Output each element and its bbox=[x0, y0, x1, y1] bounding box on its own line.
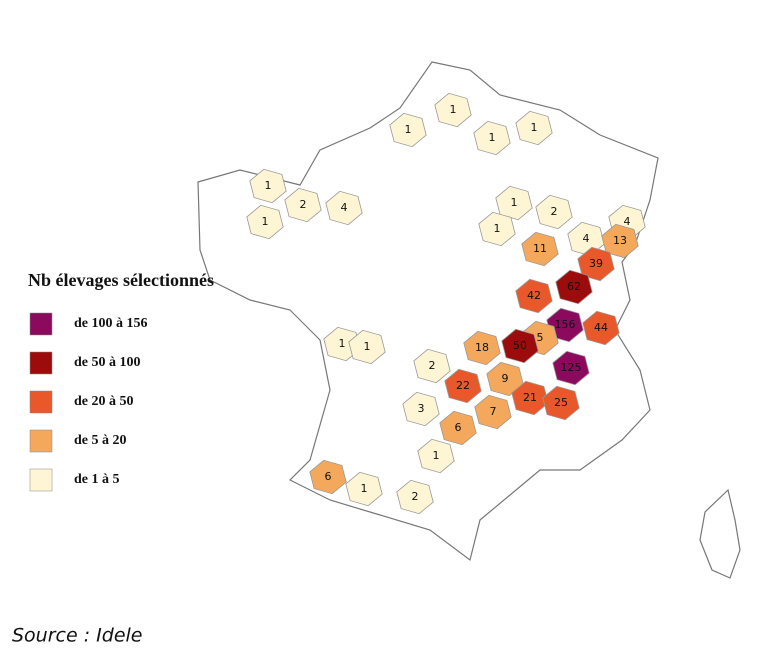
legend-label: de 20 à 50 bbox=[74, 394, 134, 409]
department-value: 4 bbox=[624, 215, 631, 228]
department-value: 3 bbox=[418, 402, 425, 415]
department bbox=[284, 187, 322, 223]
department-value: 1 bbox=[339, 337, 346, 350]
department bbox=[246, 204, 284, 240]
department bbox=[521, 231, 559, 267]
department-value: 1 bbox=[494, 222, 501, 235]
department-value: 1 bbox=[265, 179, 272, 192]
department bbox=[396, 479, 434, 515]
department-value: 1 bbox=[405, 123, 412, 136]
department-value: 4 bbox=[341, 201, 348, 214]
department bbox=[348, 329, 386, 365]
department bbox=[582, 310, 620, 346]
department bbox=[552, 350, 590, 386]
corsica-outline bbox=[699, 488, 741, 579]
department bbox=[486, 361, 524, 397]
department-value: 7 bbox=[490, 405, 497, 418]
department bbox=[478, 211, 516, 247]
legend-swatch bbox=[29, 390, 53, 414]
legend-label: de 1 à 5 bbox=[74, 472, 120, 487]
department bbox=[601, 223, 639, 259]
department-value: 1 bbox=[531, 121, 538, 134]
department bbox=[515, 110, 553, 146]
source: Source : Idele bbox=[12, 625, 142, 647]
department-value: 18 bbox=[475, 341, 489, 354]
legend-swatch bbox=[29, 468, 53, 492]
department-value: 1 bbox=[361, 482, 368, 495]
legend-label: de 50 à 100 bbox=[74, 355, 141, 370]
department-value: 6 bbox=[455, 421, 462, 434]
department-value: 9 bbox=[502, 372, 509, 385]
department bbox=[249, 168, 287, 204]
department-value: 44 bbox=[594, 321, 608, 334]
department bbox=[439, 410, 477, 446]
legend-label: de 100 à 156 bbox=[74, 316, 148, 331]
legend-label: de 5 à 20 bbox=[74, 433, 127, 448]
department-value: 42 bbox=[527, 289, 541, 302]
department-value: 156 bbox=[555, 318, 576, 331]
department-value: 25 bbox=[554, 396, 568, 409]
department bbox=[345, 471, 383, 507]
department-value: 21 bbox=[523, 391, 537, 404]
department-value: 62 bbox=[567, 280, 581, 293]
department bbox=[434, 92, 472, 128]
department-value: 4 bbox=[583, 232, 590, 245]
legend-swatch bbox=[29, 312, 53, 336]
department bbox=[515, 278, 553, 314]
department bbox=[473, 120, 511, 156]
department-value: 6 bbox=[325, 470, 332, 483]
department bbox=[402, 391, 440, 427]
department bbox=[389, 112, 427, 148]
department bbox=[325, 190, 363, 226]
department-value: 2 bbox=[300, 198, 307, 211]
department-value: 1 bbox=[262, 215, 269, 228]
department bbox=[495, 185, 533, 221]
department bbox=[444, 368, 482, 404]
department-value: 11 bbox=[533, 242, 547, 255]
department bbox=[577, 246, 615, 282]
department-value: 1 bbox=[364, 340, 371, 353]
legend-title: Nb élevages sélectionnés bbox=[28, 270, 214, 290]
department bbox=[474, 394, 512, 430]
department-value: 2 bbox=[412, 490, 419, 503]
department-value: 2 bbox=[551, 205, 558, 218]
department bbox=[542, 385, 580, 421]
department bbox=[413, 348, 451, 384]
department-value: 1 bbox=[450, 103, 457, 116]
department-value: 22 bbox=[456, 379, 470, 392]
department-value: 50 bbox=[513, 339, 527, 352]
department bbox=[463, 330, 501, 366]
legend-swatch bbox=[29, 351, 53, 375]
department bbox=[555, 269, 593, 305]
department-value: 1 bbox=[489, 131, 496, 144]
department-value: 39 bbox=[589, 257, 603, 270]
department-value: 2 bbox=[429, 359, 436, 372]
department bbox=[535, 194, 573, 230]
department-value: 13 bbox=[613, 234, 627, 247]
department bbox=[309, 459, 347, 495]
department-value: 1 bbox=[511, 196, 518, 209]
department-value: 5 bbox=[537, 331, 544, 344]
department bbox=[501, 328, 539, 364]
france-outline bbox=[197, 61, 659, 562]
department bbox=[417, 438, 455, 474]
department bbox=[511, 380, 549, 416]
legend-swatch bbox=[29, 429, 53, 453]
department-value: 125 bbox=[561, 361, 582, 374]
department-value: 1 bbox=[433, 449, 440, 462]
